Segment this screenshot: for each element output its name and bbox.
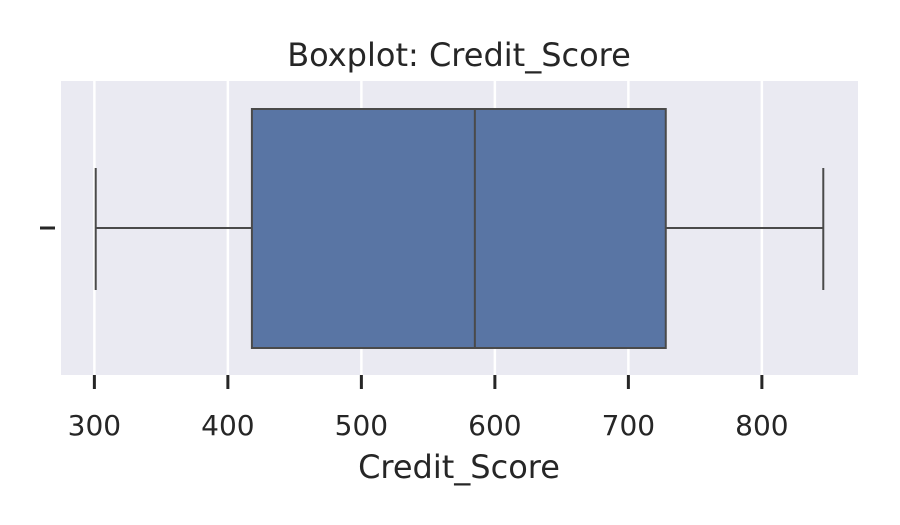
- iqr-box: [250, 108, 667, 349]
- x-tick-label-400: 400: [201, 409, 254, 442]
- chart-title: Boxplot: Credit_Score: [287, 36, 631, 74]
- x-tick-label-800: 800: [735, 409, 788, 442]
- x-tick-label-700: 700: [602, 409, 655, 442]
- x-tick-label-300: 300: [68, 409, 121, 442]
- x-axis: 300 400 500 600 700 800: [68, 375, 789, 442]
- x-tick-label-500: 500: [335, 409, 388, 442]
- box-element: [94, 108, 825, 349]
- x-axis-label: Credit_Score: [358, 448, 560, 486]
- x-tick-label-600: 600: [468, 409, 521, 442]
